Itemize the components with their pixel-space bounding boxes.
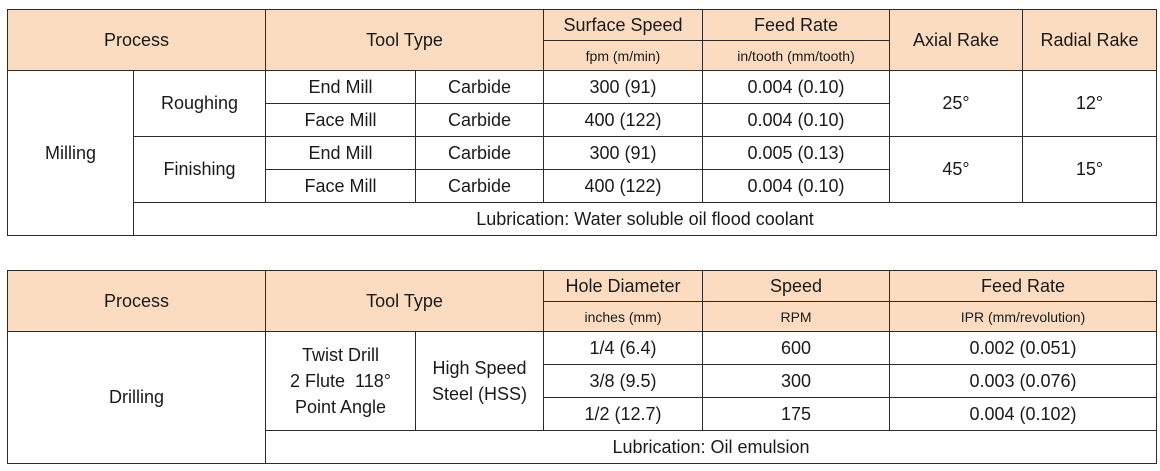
surface-speed-cell: 300 (91)	[543, 70, 704, 104]
header-feed-rate: Feed Rate	[702, 9, 891, 41]
speed-cell: 175	[702, 397, 891, 431]
feed-rate-cell: 0.003 (0.076)	[889, 364, 1158, 398]
tool-cell: End Mill	[265, 136, 416, 170]
header-tool-type: Tool Type	[264, 270, 545, 332]
header-radial-rake: Radial Rake	[1022, 9, 1158, 71]
tool-cell: Face Mill	[265, 103, 416, 137]
process-cell: Milling	[7, 70, 134, 236]
material-cell: Carbide	[414, 70, 545, 104]
feed-rate-cell: 0.004 (0.10)	[702, 70, 891, 104]
tool-cell: End Mill	[265, 70, 416, 104]
header-feed-rate-unit: in/tooth (mm/tooth)	[702, 40, 891, 71]
process-cell: Drilling	[7, 331, 266, 464]
tool-line: Twist Drill	[302, 345, 379, 365]
header-feed-rate: Feed Rate	[889, 270, 1158, 302]
operation-cell: Finishing	[133, 136, 266, 203]
table-row: Face Mill Carbide 400 (122) 0.004 (0.10)	[8, 103, 1157, 137]
surface-speed-cell: 300 (91)	[543, 136, 704, 170]
material-line: Steel (HSS)	[431, 384, 528, 404]
feed-rate-cell: 0.005 (0.13)	[702, 136, 891, 170]
header-speed-unit: RPM	[702, 301, 891, 332]
table-row: 3/8 (9.5) 300 0.003 (0.076)	[8, 364, 1158, 398]
hole-diameter-cell: 1/2 (12.7)	[543, 397, 704, 431]
lubrication-cell: Lubrication: Oil emulsion	[264, 430, 1158, 464]
table-row: 1/2 (12.7) 175 0.004 (0.102)	[8, 397, 1158, 431]
header-surface-speed-unit: fpm (m/min)	[543, 40, 704, 71]
feed-rate-cell: 0.002 (0.051)	[889, 331, 1158, 365]
tool-line: 2 Flute 118°	[290, 371, 391, 391]
hole-diameter-cell: 1/4 (6.4)	[543, 331, 704, 365]
header-process: Process	[7, 9, 266, 71]
table-row: Drilling Twist Drill 2 Flute 118° Point …	[7, 331, 1158, 464]
table-row: Lubrication: Water soluble oil flood coo…	[8, 202, 1158, 236]
speed-cell: 600	[702, 331, 891, 365]
header-hole-diameter-unit: inches (mm)	[543, 301, 704, 332]
operation-cell: Roughing	[133, 70, 266, 137]
table-row: Face Mill Carbide 400 (122) 0.004 (0.10)	[8, 169, 1157, 203]
feed-rate-cell: 0.004 (0.102)	[889, 397, 1158, 431]
table-row: Finishing End Mill Carbide 300 (91) 0.00…	[8, 136, 1158, 203]
feed-rate-cell: 0.004 (0.10)	[702, 169, 891, 203]
axial-rake-cell: 25°	[889, 70, 1024, 137]
feed-rate-cell: 0.004 (0.10)	[702, 103, 891, 137]
header-tool-type: Tool Type	[264, 9, 545, 71]
speed-cell: 300	[702, 364, 891, 398]
drilling-table: Process Tool Type Hole Diameter Speed Fe…	[7, 270, 1158, 464]
radial-rake-cell: 12°	[1022, 70, 1158, 137]
lubrication-cell: Lubrication: Water soluble oil flood coo…	[132, 202, 1158, 236]
hole-diameter-cell: 3/8 (9.5)	[543, 364, 704, 398]
tool-cell: Face Mill	[265, 169, 416, 203]
header-surface-speed: Surface Speed	[543, 9, 704, 41]
surface-speed-cell: 400 (122)	[543, 103, 704, 137]
header-process: Process	[7, 270, 266, 332]
surface-speed-cell: 400 (122)	[543, 169, 704, 203]
table-row: Milling Roughing End Mill Carbide 300 (9…	[7, 70, 1158, 236]
material-cell: Carbide	[414, 169, 545, 203]
radial-rake-cell: 15°	[1022, 136, 1158, 203]
header-feed-rate-unit: IPR (mm/revolution)	[889, 301, 1158, 332]
tool-cell: Twist Drill 2 Flute 118° Point Angle	[265, 331, 416, 431]
material-cell: Carbide	[414, 103, 545, 137]
header-axial-rake: Axial Rake	[889, 9, 1024, 71]
material-cell: High Speed Steel (HSS)	[414, 331, 545, 431]
axial-rake-cell: 45°	[889, 136, 1024, 203]
milling-table: Process Tool Type Surface Speed Feed Rat…	[7, 9, 1158, 236]
header-hole-diameter: Hole Diameter	[543, 270, 704, 302]
header-speed: Speed	[702, 270, 891, 302]
material-cell: Carbide	[414, 136, 545, 170]
tool-line: Point Angle	[294, 397, 387, 417]
table-row: Lubrication: Oil emulsion	[8, 430, 1158, 464]
material-line: High Speed	[432, 358, 527, 378]
